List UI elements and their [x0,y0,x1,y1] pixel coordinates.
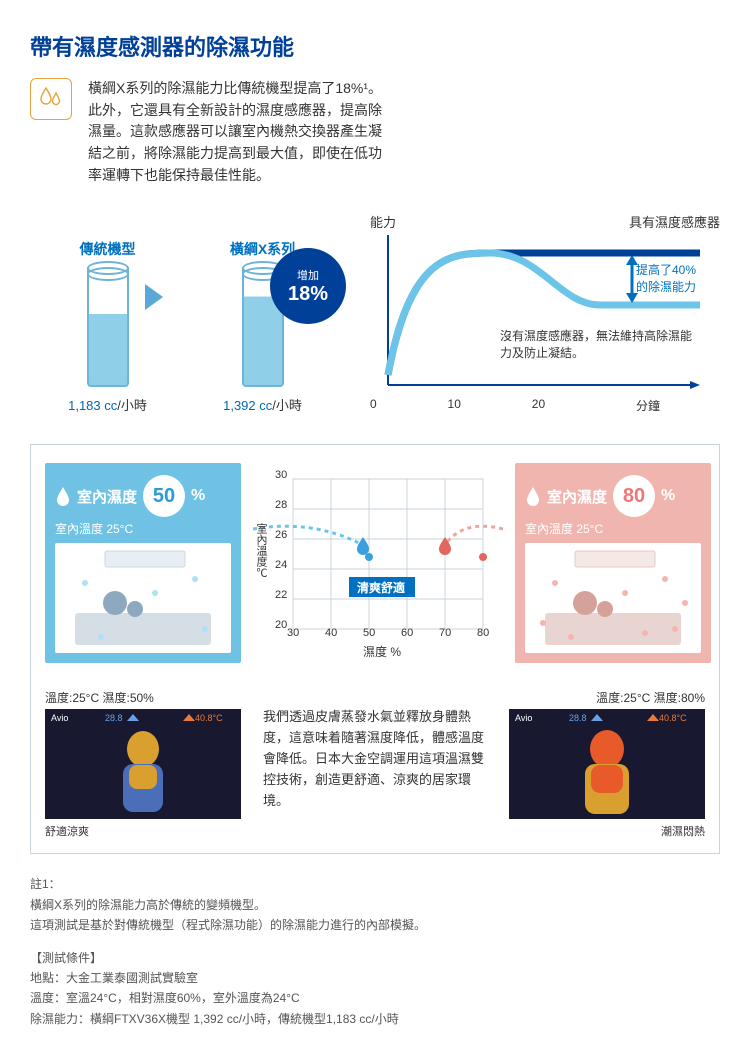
comfort-panel: 室內濕度 50 % 室內溫度 25°C [30,444,720,854]
humidity-drops-icon [30,78,72,120]
lc-note2: 沒有濕度感應器，無法維持高除濕能力及防止凝結。 [500,327,700,361]
page-title: 帶有濕度感測器的除濕功能 [30,30,720,62]
intro-row: 橫綱X系列的除濕能力比傳統機型提高了18%¹。此外，它還具有全新設計的濕度感應器… [30,78,720,186]
t-lo: 28.8 [105,713,123,723]
footnotes: 註1： 橫綱X系列的除濕能力高於傳統的變頻機型。 這項測試是基於對傳統機型（程式… [30,874,720,1029]
cylinder-comparison: 傳統機型 1,183 cc/小時 橫綱X系列 1,392 cc/小時 增加 18… [30,212,340,414]
comfort-scatter-chart: 清爽舒適 30 28 26 24 22 20 室內溫度℃ 30 40 50 60… [253,463,503,671]
lc-ylabel: 能力 [370,212,396,231]
capacity-line-chart: 能力 具有濕度感應器 提高了40% [370,212,720,414]
svg-text:28.8: 28.8 [569,713,587,723]
room-illustration-cool [55,543,231,653]
intro-text: 橫綱X系列的除濕能力比傳統機型提高了18%¹。此外，它還具有全新設計的濕度感應器… [88,78,388,186]
svg-text:Avio: Avio [515,713,532,723]
humidity-card-50: 室內濕度 50 % 室內溫度 25°C [45,463,241,663]
thermal-explanation: 我們透過皮膚蒸發水氣並釋放身體熱度，這意味着隨著濕度降低，體感溫度會降低。日本大… [263,689,487,811]
increase-badge: 增加 18% [270,248,346,324]
lc-legend: 具有濕度感應器 [629,212,720,231]
thermal-image-humid: 溫度:25°C 濕度:80% Avio 28.8 40.8°C 潮濕悶熱 [509,689,705,839]
room-illustration-humid [525,543,701,653]
lc-note1: 提高了40% 的除濕能力 [636,261,724,295]
thermal-image-cool: 溫度:25°C 濕度:50% Avio 28.8 40.8°C 舒適涼爽 [45,689,241,839]
cyl-label-left: 傳統機型 [68,239,148,259]
cylinder-left-icon [87,267,129,387]
svg-text:Avio: Avio [51,713,68,723]
arrow-right-icon [145,284,163,310]
humidity-card-80: 室內濕度 80 % 室內溫度 25°C [515,463,711,663]
svg-text:40.8°C: 40.8°C [659,713,687,723]
t-hi: 40.8°C [195,713,223,723]
drop-icon [525,486,541,506]
drop-icon [55,486,71,506]
